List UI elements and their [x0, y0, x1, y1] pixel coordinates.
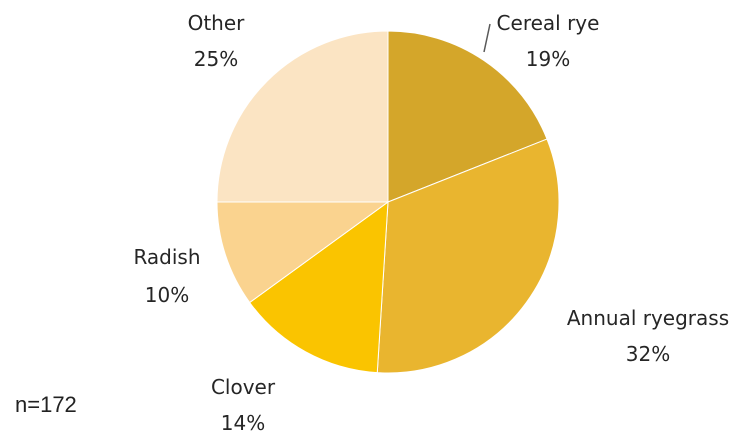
- slice-percent-cereal-rye: 19%: [526, 47, 570, 71]
- slice-percent-radish: 10%: [145, 283, 189, 307]
- pie-slice-cereal-rye: [387, 30, 548, 203]
- slice-percent-annual-ryegrass: 32%: [626, 342, 670, 366]
- slice-label-radish: Radish: [133, 245, 200, 269]
- slice-label-annual-ryegrass: Annual ryegrass: [567, 306, 729, 330]
- slice-label-other: Other: [188, 11, 246, 35]
- slice-label-clover: Clover: [211, 375, 276, 399]
- pie-labels: Cereal rye 19% Annual ryegrass 32% Clover 14%…: [133, 11, 729, 435]
- slice-percent-clover: 14%: [221, 411, 265, 435]
- slice-percent-other: 25%: [194, 47, 238, 71]
- pie-slice-radish: [216, 201, 390, 304]
- pie-slices: [216, 30, 560, 374]
- pie-slice-annual-ryegrass: [376, 138, 560, 374]
- sample-size-note: n=172: [15, 392, 77, 417]
- pie-slice-clover: [248, 200, 389, 374]
- pie-slice-other: [216, 30, 389, 203]
- cereal-rye-leader-line: [483, 23, 491, 53]
- slice-label-cereal-rye: Cereal rye: [497, 11, 600, 35]
